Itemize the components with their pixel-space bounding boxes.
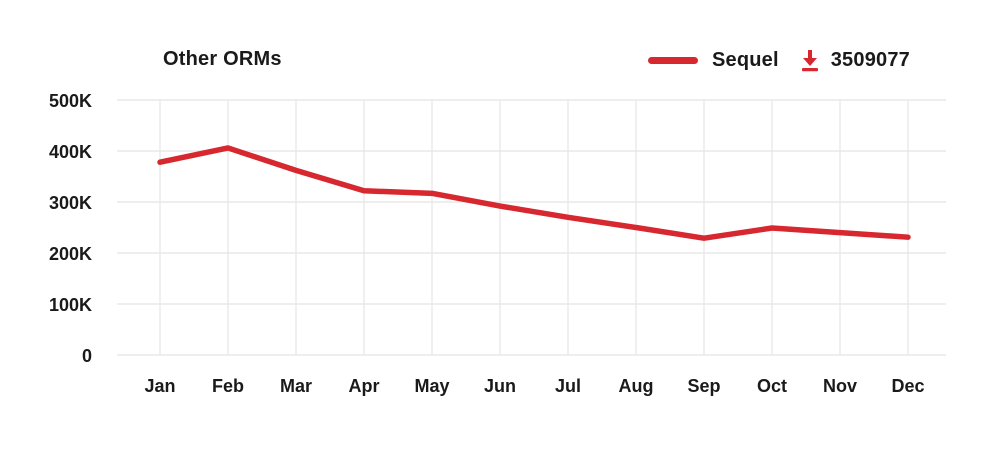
x-tick-label: May xyxy=(414,376,449,396)
y-tick-label: 400K xyxy=(49,142,92,162)
y-tick-label: 500K xyxy=(49,91,92,111)
x-tick-label: Feb xyxy=(212,376,244,396)
x-tick-label: Dec xyxy=(891,376,924,396)
x-tick-label: Apr xyxy=(349,376,380,396)
x-tick-label: Mar xyxy=(280,376,312,396)
legend: Sequel 3509077 xyxy=(647,48,910,72)
series-name-label: Sequel xyxy=(711,48,779,71)
series-color-swatch xyxy=(647,56,698,64)
download-count-value: 3509077 xyxy=(830,48,910,71)
x-tick-label: Jun xyxy=(484,376,516,396)
x-tick-label: Oct xyxy=(757,376,787,396)
x-tick-label: Sep xyxy=(687,376,720,396)
y-tick-label: 200K xyxy=(49,244,92,264)
series-line-sequel xyxy=(157,145,911,241)
download-icon xyxy=(799,48,821,72)
x-tick-label: Jan xyxy=(144,376,175,396)
y-tick-label: 0 xyxy=(82,346,92,366)
x-tick-label: Aug xyxy=(619,376,654,396)
x-tick-label: Nov xyxy=(823,376,857,396)
download-count: 3509077 xyxy=(799,48,910,72)
legend-item-sequel[interactable]: Sequel xyxy=(647,48,779,72)
x-tick-label: Jul xyxy=(555,376,581,396)
y-tick-label: 100K xyxy=(49,295,92,315)
chart-title: Other ORMs xyxy=(163,48,282,70)
y-tick-label: 300K xyxy=(49,193,92,213)
